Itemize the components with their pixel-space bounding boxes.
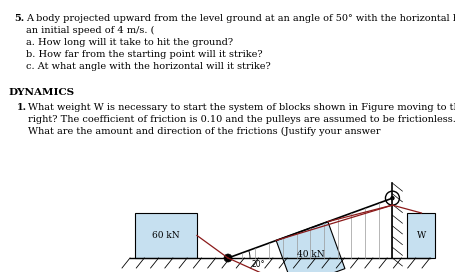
Text: 20°: 20° [252, 260, 265, 269]
Circle shape [390, 197, 393, 200]
Text: b. How far from the starting point will it strike?: b. How far from the starting point will … [26, 50, 262, 59]
Text: DYNAMICS: DYNAMICS [8, 88, 74, 97]
Text: A body projected upward from the level ground at an angle of 50° with the horizo: A body projected upward from the level g… [26, 14, 455, 23]
Text: right? The coefficient of friction is 0.10 and the pulleys are assumed to be fri: right? The coefficient of friction is 0.… [28, 115, 455, 124]
Bar [135, 213, 197, 258]
Circle shape [223, 254, 232, 262]
Text: c. At what angle with the horizontal will it strike?: c. At what angle with the horizontal wil… [26, 62, 270, 71]
Text: a. How long will it take to hit the ground?: a. How long will it take to hit the grou… [26, 38, 233, 47]
Text: 60 kN: 60 kN [152, 231, 179, 240]
Text: 5.: 5. [14, 14, 24, 23]
Text: an initial speed of 4 m/s. (: an initial speed of 4 m/s. ( [26, 26, 154, 35]
Text: What are the amount and direction of the frictions (Justify your answer: What are the amount and direction of the… [28, 127, 379, 136]
Text: 40 kN: 40 kN [296, 250, 324, 259]
Text: What weight W is necessary to start the system of blocks shown in Figure moving : What weight W is necessary to start the … [28, 103, 455, 112]
Polygon shape [276, 222, 344, 272]
Text: W: W [416, 231, 425, 240]
Bar [407, 213, 435, 258]
Text: 1.: 1. [17, 103, 27, 112]
